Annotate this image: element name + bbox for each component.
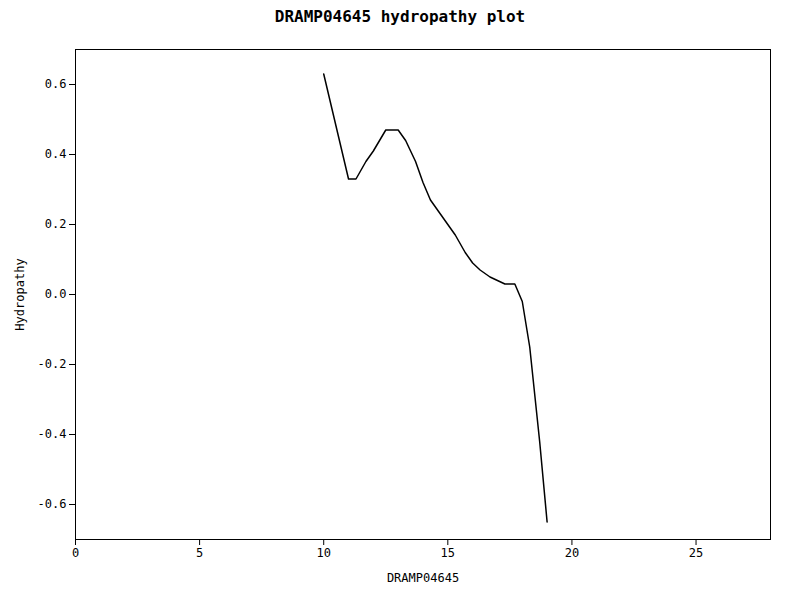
svg-text:10: 10 xyxy=(316,546,330,560)
html-text:DRAMP04645 hydropathy plot: DRAMP04645 hydropathy plot xyxy=(274,7,526,26)
svg-text:0.2: 0.2 xyxy=(45,217,67,231)
svg-text:-0.4: -0.4 xyxy=(38,427,67,441)
svg-text:0.0: 0.0 xyxy=(45,287,67,301)
svg-text:20: 20 xyxy=(565,546,579,560)
svg-text:-0.6: -0.6 xyxy=(38,497,67,511)
svg-text:25: 25 xyxy=(689,546,703,560)
svg-text:15: 15 xyxy=(441,546,455,560)
svg-text:0: 0 xyxy=(72,546,79,560)
svg-text:DRAMP04645: DRAMP04645 xyxy=(387,571,459,585)
svg-text:Hydropathy: Hydropathy xyxy=(13,258,27,330)
svg-text:0.6: 0.6 xyxy=(45,77,67,91)
svg-text:-0.2: -0.2 xyxy=(38,357,67,371)
svg-text:0.4: 0.4 xyxy=(45,147,67,161)
svg-text:5: 5 xyxy=(196,546,203,560)
